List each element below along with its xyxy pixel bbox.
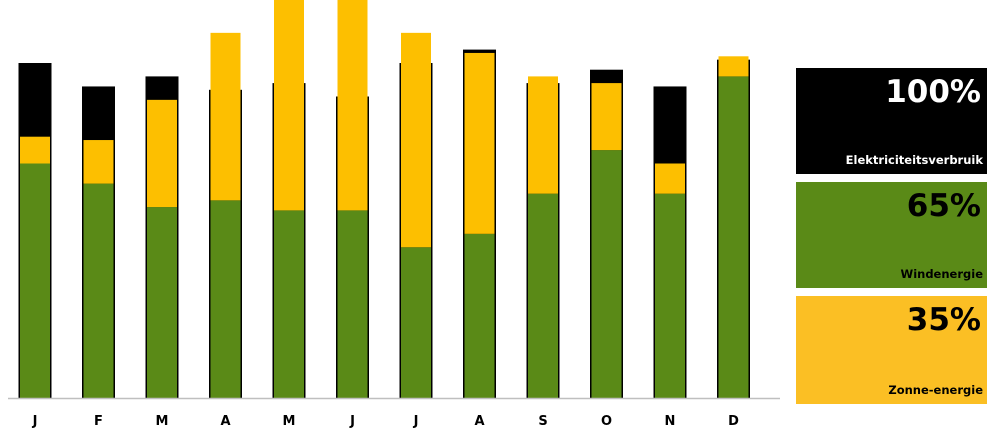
solar-bar — [655, 163, 685, 194]
month-bar-group — [336, 0, 369, 398]
bars-group — [18, 0, 750, 399]
wind-bar — [528, 193, 558, 398]
solar-bar — [718, 56, 749, 77]
legend-solar: 35% Zonne-energie — [796, 296, 987, 404]
legend-electricity-percent: 100% — [885, 74, 981, 110]
x-tick-label: J — [413, 414, 419, 429]
solar-bar — [337, 0, 368, 211]
legend-wind: 65% Windenergie — [796, 182, 987, 288]
wind-bar — [274, 210, 304, 398]
wind-bar — [591, 150, 622, 398]
wind-bar — [147, 207, 177, 398]
solar-bar — [83, 140, 114, 184]
legend-wind-label: Windenergie — [900, 267, 983, 281]
x-tick-label: S — [538, 414, 547, 429]
wind-bar — [337, 210, 368, 398]
month-bar-group — [145, 76, 179, 399]
month-bar-group — [399, 32, 433, 398]
legend-solar-percent: 35% — [906, 302, 981, 338]
x-tick-label: F — [94, 414, 103, 429]
solar-bar — [210, 32, 241, 201]
wind-bar — [655, 193, 685, 398]
month-bar-group — [272, 0, 306, 398]
wind-bar — [210, 200, 241, 398]
month-bar-group — [209, 32, 242, 399]
x-tick-label: N — [665, 414, 676, 429]
wind-bar — [718, 76, 749, 399]
x-tick-label: J — [349, 414, 355, 429]
solar-bar — [591, 83, 622, 151]
legend-wind-percent: 65% — [906, 188, 981, 224]
solar-bar — [274, 0, 304, 211]
month-bar-group — [18, 63, 52, 398]
month-bar-group — [653, 86, 687, 398]
x-tick-label: A — [474, 414, 484, 429]
x-tick-label: D — [728, 414, 739, 429]
wind-bar — [464, 233, 495, 398]
solar-bar — [20, 136, 50, 164]
wind-bar — [83, 183, 114, 398]
month-bar-group — [590, 69, 623, 398]
legend-electricity-label: Elektriciteitsverbruik — [845, 153, 983, 167]
solar-bar — [147, 99, 177, 208]
month-bar-group — [526, 76, 560, 398]
month-bar-group — [82, 86, 115, 398]
month-bar-group — [717, 56, 750, 399]
solar-bar — [528, 76, 558, 194]
x-tick-label: M — [283, 414, 296, 429]
wind-bar — [20, 163, 50, 398]
x-tick-label: M — [156, 414, 169, 429]
solar-bar — [464, 52, 495, 234]
legend-electricity: 100% Elektriciteitsverbruik — [796, 68, 987, 174]
x-tick-label: A — [220, 414, 230, 429]
x-tick-label: J — [32, 414, 38, 429]
x-tick-label: O — [601, 414, 612, 429]
month-bar-group — [463, 49, 496, 398]
wind-bar — [401, 247, 431, 398]
legend-solar-label: Zonne-energie — [888, 383, 983, 397]
solar-bar — [401, 32, 431, 248]
